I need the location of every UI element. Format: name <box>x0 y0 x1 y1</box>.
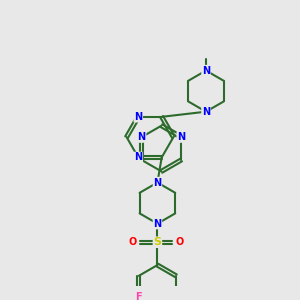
Text: O: O <box>128 237 136 247</box>
Text: N: N <box>134 112 142 122</box>
Text: N: N <box>153 178 161 188</box>
Text: N: N <box>153 219 161 229</box>
Text: O: O <box>176 237 184 247</box>
Text: N: N <box>134 152 142 162</box>
Text: S: S <box>153 237 161 247</box>
Text: N: N <box>202 107 210 117</box>
Text: F: F <box>136 292 142 300</box>
Text: N: N <box>202 65 210 76</box>
Text: N: N <box>177 132 185 142</box>
Text: N: N <box>138 132 146 142</box>
